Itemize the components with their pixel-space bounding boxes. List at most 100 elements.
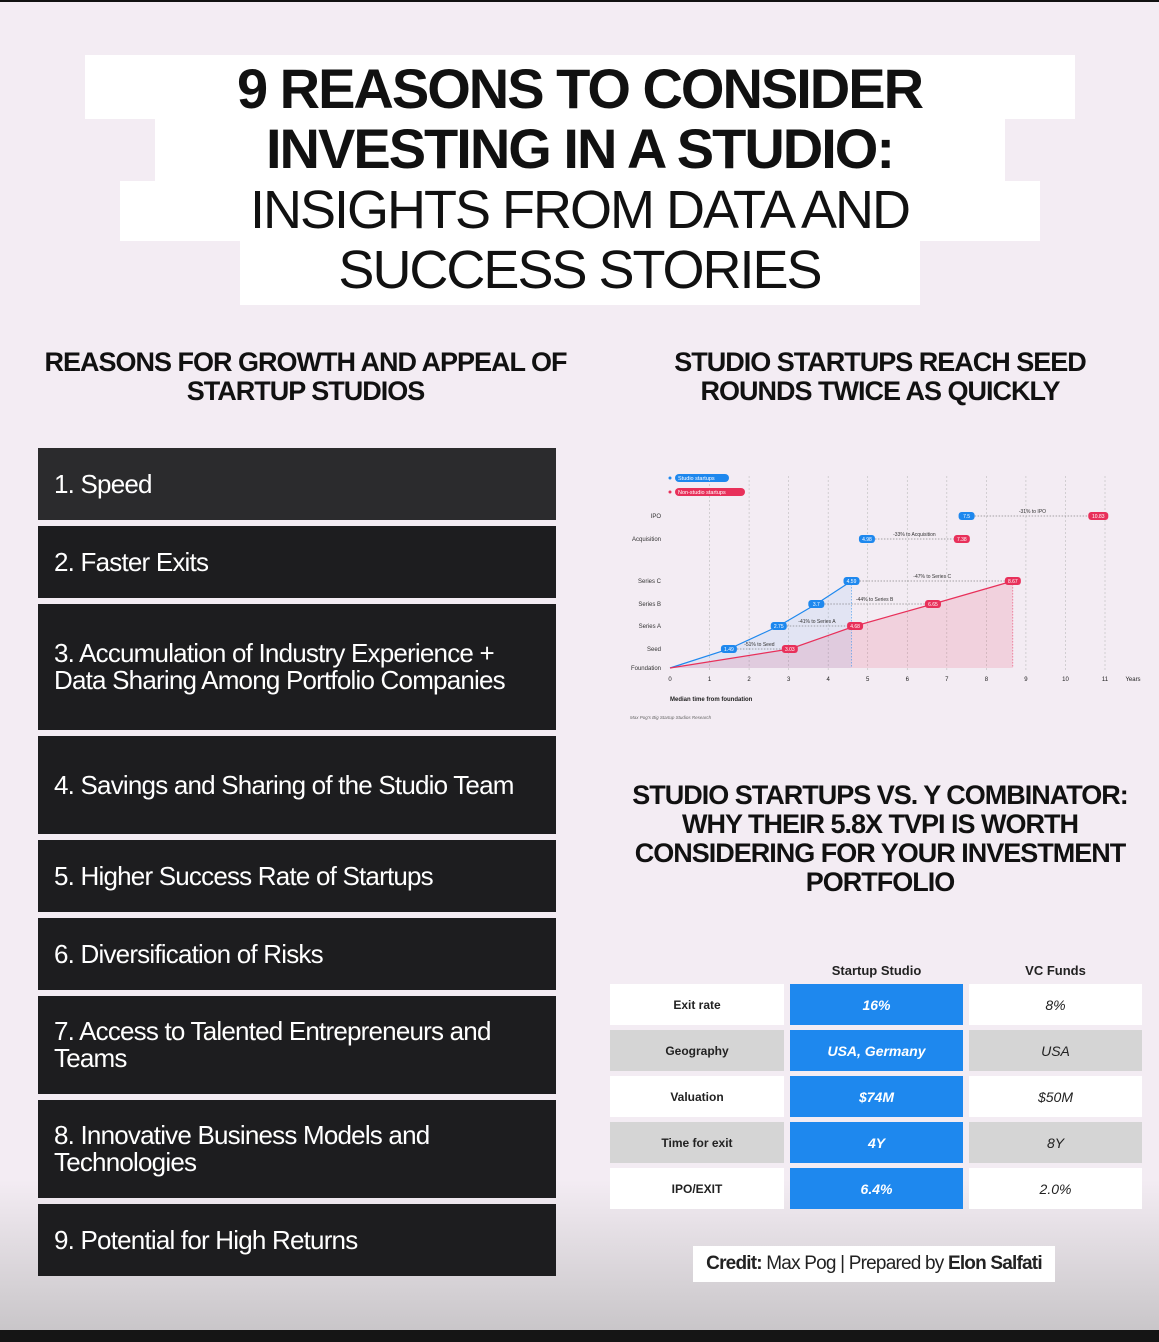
title-line-1: 9 REASONS TO CONSIDER — [84, 55, 1075, 119]
value-badge — [843, 577, 860, 585]
table-heading: STUDIO STARTUPS VS. Y COMBINATOR: WHY TH… — [632, 780, 1129, 897]
title-line-2: INVESTING IN A STUDIO: — [154, 119, 1005, 181]
chart-heading: STUDIO STARTUPS REACH SEED ROUNDS TWICE … — [674, 347, 1087, 406]
studio-value: 16% — [790, 984, 963, 1025]
credit-preparer: Elon Salfati — [947, 1253, 1043, 1274]
credit-label: Credit: — [706, 1253, 762, 1274]
row-label: Exit rate — [610, 984, 784, 1025]
chart-svg: Foundation Seed Series A Series B Series C Ac… — [630, 474, 1141, 720]
reason-item: 4. Savings and Sharing of the Studio Tea… — [38, 736, 556, 834]
value-badge — [1088, 512, 1109, 520]
stage-annotation: -47% to Series C — [913, 574, 951, 580]
value-label: 4.68 — [850, 624, 860, 630]
vc-value: $50M — [969, 1076, 1142, 1117]
y-category-label: Series B — [638, 602, 661, 608]
value-badge — [1004, 577, 1021, 585]
row-label: Time for exit — [610, 1122, 784, 1163]
table-row: Geography USA, Germany USA — [610, 1030, 1142, 1071]
bottom-border — [0, 1330, 1159, 1342]
reason-item: 1. Speed — [38, 448, 556, 520]
stage-annotation: -41% to Series A — [798, 619, 836, 625]
top-border — [0, 0, 1159, 2]
x-unit-label: Years — [1125, 677, 1140, 683]
reason-item: 3. Accumulation of Industry Experience +… — [38, 604, 556, 730]
header-startup-studio: Startup Studio — [831, 962, 922, 978]
stage-annotation: -51% to Seed — [744, 642, 775, 648]
value-badge — [720, 645, 737, 653]
table-row: Exit rate 16% 8% — [610, 984, 1142, 1025]
title-line-3: INSIGHTS FROM DATA AND — [119, 181, 1040, 241]
value-label: 1.49 — [724, 647, 734, 653]
comparison-table: Startup Studio VC Funds Exit rate 16% 8%… — [610, 956, 1142, 1214]
reason-item: 2. Faster Exits — [38, 526, 556, 598]
table-row: Valuation $74M $50M — [610, 1076, 1142, 1117]
value-label: 3.7 — [813, 602, 820, 608]
x-tick-label: 3 — [787, 677, 791, 683]
y-category-label: Series C — [638, 579, 662, 585]
y-category-label: Series A — [639, 624, 661, 630]
stage-annotation: -33% to Acquisition — [893, 532, 936, 538]
value-badge — [958, 512, 975, 520]
table-header: Startup Studio VC Funds — [610, 956, 1142, 984]
x-tick-label: 1 — [708, 677, 712, 683]
reason-item: 8. Innovative Business Models and Techno… — [38, 1100, 556, 1198]
legend-label: Non-studio startups — [678, 490, 726, 496]
x-axis-title: Median time from foundation — [670, 697, 753, 703]
x-tick-label: 8 — [985, 677, 989, 683]
row-label: IPO/EXIT — [610, 1168, 784, 1209]
value-label: 8.67 — [1008, 579, 1018, 585]
value-label: 7.5 — [963, 514, 970, 520]
x-tick-label: 10 — [1062, 677, 1069, 683]
legend-chip — [675, 474, 729, 482]
y-category-label: Seed — [647, 647, 661, 653]
reason-item: 7. Access to Talented Entrepreneurs and … — [38, 996, 556, 1094]
title-line-4: SUCCESS STORIES — [239, 241, 920, 305]
value-badge — [953, 535, 970, 543]
non-studio-area — [670, 581, 1013, 668]
x-tick-label: 4 — [827, 677, 831, 683]
credit-line: Credit: Max Pog | Prepared by Elon Salfa… — [693, 1246, 1055, 1282]
value-label: 4.98 — [862, 537, 872, 543]
value-label: 2.75 — [774, 624, 784, 630]
credit-author: Max Pog — [766, 1253, 836, 1274]
chart-source: Max Pog's Big Startup Studios Research — [630, 715, 712, 720]
stage-annotation: -44% to Series B — [856, 597, 894, 603]
value-label: 6.65 — [928, 602, 938, 608]
x-tick-label: 0 — [668, 677, 672, 683]
value-badge — [770, 622, 787, 630]
main-title: 9 REASONS TO CONSIDER INVESTING IN A STU… — [0, 55, 1159, 305]
y-category-label: Foundation — [631, 666, 661, 672]
table-row: Time for exit 4Y 8Y — [610, 1122, 1142, 1163]
credit-separator: | Prepared by — [835, 1253, 948, 1274]
y-category-label: Acquisition — [632, 537, 661, 543]
vc-value: USA — [969, 1030, 1142, 1071]
legend-marker — [668, 490, 672, 494]
studio-area — [670, 581, 852, 668]
vc-value: 8Y — [969, 1122, 1142, 1163]
value-label: 7.38 — [957, 537, 967, 543]
studio-value: USA, Germany — [790, 1030, 963, 1071]
table-row: IPO/EXIT 6.4% 2.0% — [610, 1168, 1142, 1209]
reason-item: 9. Potential for High Returns — [38, 1204, 556, 1276]
header-vc-funds: VC Funds — [1025, 962, 1086, 978]
reasons-heading: REASONS FOR GROWTH AND APPEAL OF STARTUP… — [44, 347, 567, 406]
studio-value: $74M — [790, 1076, 963, 1117]
x-tick-label: 9 — [1024, 677, 1028, 683]
value-badge — [858, 535, 875, 543]
value-badge — [924, 600, 941, 608]
x-tick-label: 11 — [1102, 677, 1109, 683]
row-label: Geography — [610, 1030, 784, 1071]
y-category-label: IPO — [651, 514, 662, 520]
value-label: 10.83 — [1092, 514, 1105, 520]
vc-value: 8% — [969, 984, 1142, 1025]
value-badge — [847, 622, 864, 630]
studio-value: 4Y — [790, 1122, 963, 1163]
vc-value: 2.0% — [969, 1168, 1142, 1209]
x-tick-label: 5 — [866, 677, 870, 683]
reasons-list: 1. Speed 2. Faster Exits 3. Accumulation… — [38, 448, 556, 1282]
value-label: 4.59 — [847, 579, 857, 585]
reason-item: 5. Higher Success Rate of Startups — [38, 840, 556, 912]
studio-value: 6.4% — [790, 1168, 963, 1209]
legend-marker — [668, 476, 672, 480]
stage-annotation: -31% to IPO — [1019, 509, 1046, 515]
